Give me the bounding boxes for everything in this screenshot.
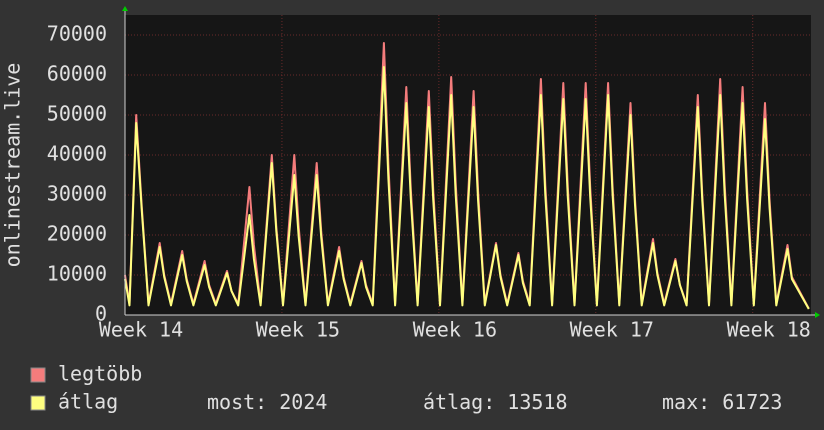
legend-label: legtöbb — [58, 362, 142, 386]
legend-swatch — [30, 395, 46, 411]
y-tick-label: 70000 — [47, 22, 107, 46]
x-tick-label: Week 15 — [256, 318, 340, 342]
stat-value: 2024 — [279, 390, 327, 414]
y-tick-label: 20000 — [47, 222, 107, 246]
series-line — [124, 66, 810, 310]
stat-value: 13518 — [507, 390, 567, 414]
legend-stat: átlag: 13518 — [423, 390, 568, 414]
plot-area — [125, 15, 811, 315]
x-tick-label: Week 17 — [570, 318, 654, 342]
axis-arrow — [815, 312, 820, 318]
x-tick-label: Week 16 — [413, 318, 497, 342]
legend-stat: max: 61723 — [662, 390, 782, 414]
stat-label: átlag: — [423, 390, 495, 414]
legend-stat: most: 2024 — [207, 390, 327, 414]
axis-arrow — [122, 6, 128, 11]
y-axis-label: onlinestream.live — [1, 63, 25, 268]
y-tick-label: 50000 — [47, 102, 107, 126]
y-tick-label: 40000 — [47, 142, 107, 166]
legend-label: átlag — [58, 390, 118, 414]
x-tick-label: Week 18 — [727, 318, 811, 342]
y-tick-label: 10000 — [47, 262, 107, 286]
y-tick-label: 0 — [95, 302, 107, 326]
y-tick-label: 60000 — [47, 62, 107, 86]
y-tick-label: 30000 — [47, 182, 107, 206]
x-tick-label: Week 14 — [99, 318, 183, 342]
legend-swatch — [30, 367, 46, 383]
stat-label: most: — [207, 390, 267, 414]
stat-value: 61723 — [722, 390, 782, 414]
stat-label: max: — [662, 390, 710, 414]
